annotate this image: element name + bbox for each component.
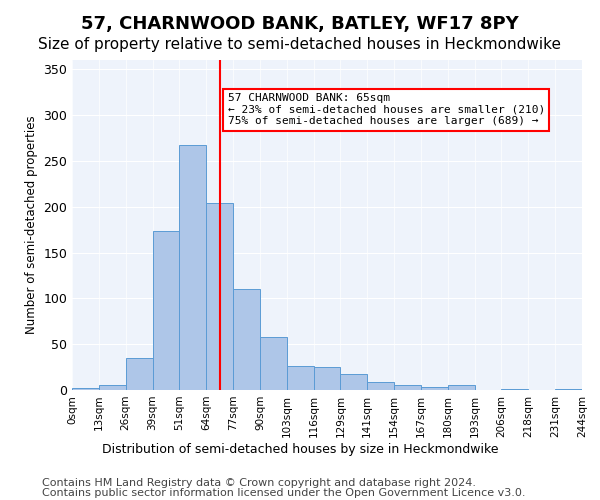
- Bar: [99, 384, 125, 390]
- Text: Size of property relative to semi-detached houses in Heckmondwike: Size of property relative to semi-detach…: [38, 38, 562, 52]
- Bar: [367, 382, 394, 390]
- Text: 57 CHARNWOOD BANK: 65sqm
← 23% of semi-detached houses are smaller (210)
75% of : 57 CHARNWOOD BANK: 65sqm ← 23% of semi-d…: [227, 93, 545, 126]
- Bar: [179, 145, 206, 390]
- Bar: [287, 366, 314, 390]
- Bar: [233, 289, 260, 390]
- Bar: [394, 386, 421, 390]
- Text: Distribution of semi-detached houses by size in Heckmondwike: Distribution of semi-detached houses by …: [102, 442, 498, 456]
- Bar: [555, 389, 582, 390]
- Y-axis label: Number of semi-detached properties: Number of semi-detached properties: [25, 116, 38, 334]
- Bar: [206, 203, 233, 390]
- Bar: [421, 387, 448, 390]
- Bar: [502, 389, 529, 390]
- Bar: [72, 388, 99, 390]
- Bar: [260, 337, 287, 390]
- Text: 57, CHARNWOOD BANK, BATLEY, WF17 8PY: 57, CHARNWOOD BANK, BATLEY, WF17 8PY: [81, 15, 519, 33]
- Text: Contains HM Land Registry data © Crown copyright and database right 2024.: Contains HM Land Registry data © Crown c…: [42, 478, 476, 488]
- Bar: [314, 367, 340, 390]
- Bar: [340, 374, 367, 390]
- Bar: [152, 230, 179, 390]
- Bar: [448, 384, 475, 390]
- Bar: [125, 358, 152, 390]
- Text: Contains public sector information licensed under the Open Government Licence v3: Contains public sector information licen…: [42, 488, 526, 498]
